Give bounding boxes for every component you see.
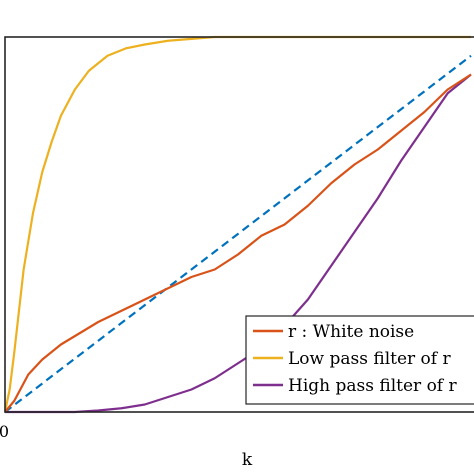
legend-box xyxy=(245,315,474,405)
plot-frame xyxy=(4,36,474,413)
legend: r : White noise Low pass filter of r Hig… xyxy=(245,315,474,405)
legend-label-low-pass: Low pass filter of r xyxy=(288,349,451,369)
series-reference-dashed xyxy=(4,54,472,413)
legend-label-white-noise: r : White noise xyxy=(288,322,414,342)
legend-label-high-pass: High pass filter of r xyxy=(288,376,457,396)
x-axis-label: k xyxy=(242,450,253,470)
x-tick-label-0: 0 xyxy=(0,422,9,441)
series-white-noise xyxy=(4,73,472,413)
